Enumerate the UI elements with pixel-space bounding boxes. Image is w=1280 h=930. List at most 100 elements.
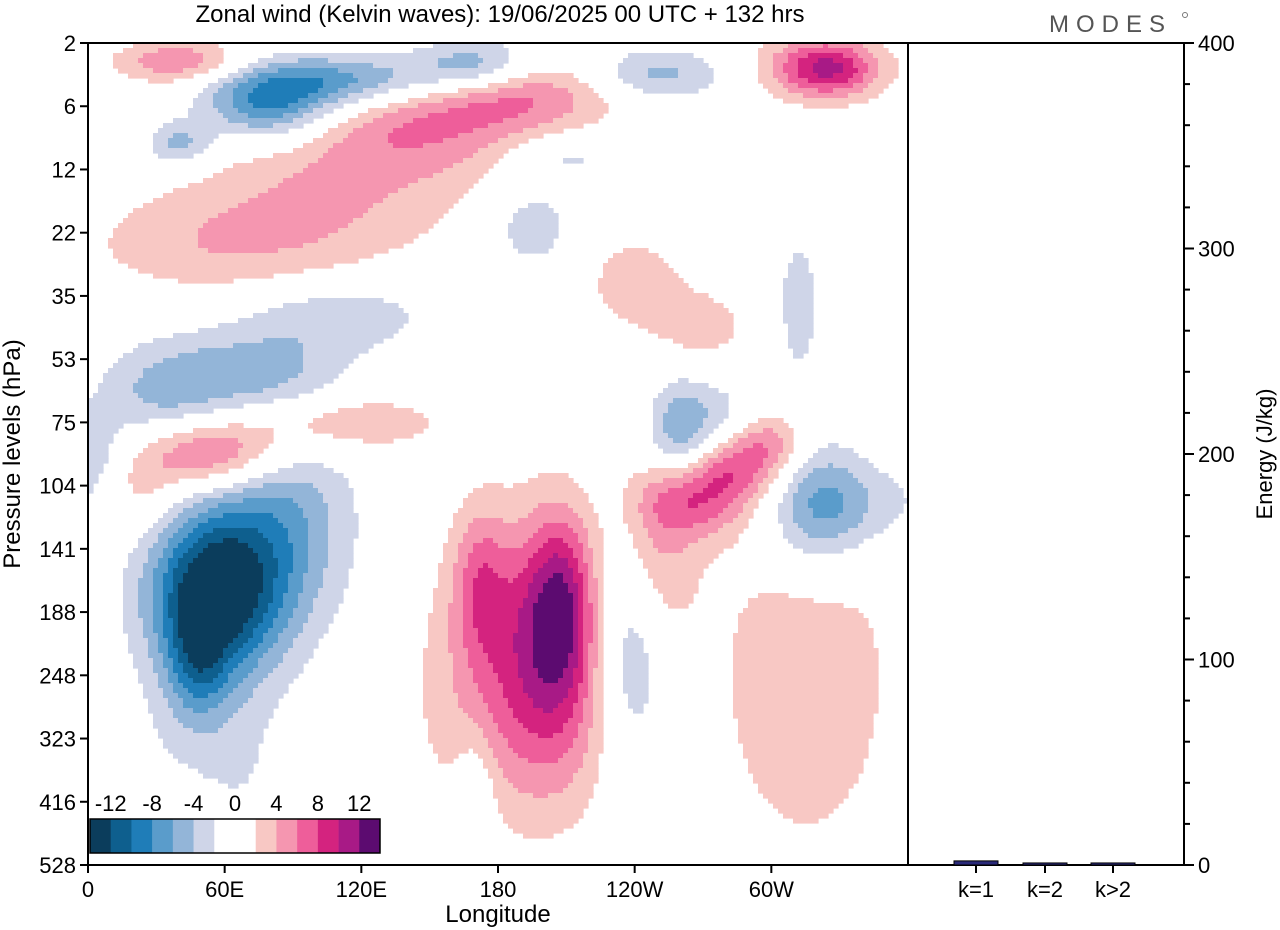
contour-cell [468, 648, 484, 654]
contour-cell [328, 523, 359, 529]
contour-field [88, 43, 908, 839]
contour-cell [503, 733, 539, 739]
contour-cell [138, 268, 304, 274]
contour-cell [778, 433, 794, 439]
contour-cell [528, 478, 574, 484]
contour-cell [308, 538, 329, 544]
contour-cell [588, 658, 599, 664]
contour-cell [488, 773, 504, 779]
contour-cell [583, 623, 594, 629]
contour-cell [473, 583, 529, 589]
contour-cell [143, 448, 174, 454]
contour-cell [173, 568, 189, 574]
contour-cell [258, 58, 299, 64]
contour-cell [88, 473, 99, 479]
contour-cell [163, 738, 264, 744]
contour-cell [778, 78, 789, 84]
contour-cell [573, 678, 584, 684]
contour-cell [518, 208, 554, 214]
contour-cell [283, 303, 399, 309]
contour-cell [693, 433, 709, 439]
energy-tick-label: 100 [1198, 648, 1235, 673]
contour-cell [758, 418, 784, 424]
contour-cell [733, 443, 754, 449]
contour-cell [168, 508, 184, 514]
contour-cell [278, 638, 294, 644]
contour-cell [628, 628, 634, 634]
contour-cell [723, 523, 749, 529]
contour-cell [203, 178, 284, 184]
contour-cell [388, 133, 459, 139]
contour-cell [773, 428, 794, 434]
contour-cell [438, 578, 454, 584]
contour-cell [173, 448, 239, 454]
contour-cell [278, 568, 294, 574]
contour-cell [168, 543, 179, 549]
contour-cell [463, 618, 474, 624]
contour-cell [153, 578, 164, 584]
contour-cell [278, 663, 304, 669]
contour-cell [303, 573, 324, 579]
contour-cell [508, 228, 559, 234]
contour-cell [338, 408, 414, 414]
contour-cell [543, 678, 559, 684]
contour-cell [598, 588, 604, 594]
contour-cell [563, 668, 574, 674]
contour-cell [133, 458, 164, 464]
contour-cell [548, 793, 594, 799]
contour-cell [193, 558, 259, 564]
contour-cell [208, 518, 279, 524]
contour-cell [178, 618, 249, 624]
contour-cell [193, 103, 214, 109]
contour-cell [503, 518, 519, 524]
contour-cell [208, 218, 354, 224]
contour-cell [873, 53, 894, 59]
contour-cell [288, 578, 304, 584]
contour-cell [563, 538, 579, 544]
contour-cell [658, 443, 699, 449]
contour-cell [88, 403, 159, 409]
contour-cell [283, 658, 309, 664]
contour-cell [453, 663, 469, 669]
contour-cell [588, 683, 594, 689]
contour-cell [498, 808, 584, 814]
contour-cell [473, 548, 539, 554]
contour-cell [353, 128, 394, 134]
contour-cell [533, 533, 579, 539]
contour-cell [173, 713, 234, 719]
contour-cell [183, 703, 219, 709]
contour-cell [203, 58, 224, 64]
contour-cell [443, 138, 499, 144]
contour-cell [238, 448, 264, 454]
contour-cell [223, 698, 249, 704]
contour-cell [618, 313, 734, 319]
contour-cell [573, 603, 579, 609]
contour-cell [243, 73, 259, 79]
contour-cell [783, 278, 814, 284]
contour-cell [573, 668, 584, 674]
contour-cell [198, 63, 219, 69]
contour-cell [518, 113, 564, 119]
contour-cell [613, 253, 659, 259]
contour-cell [258, 603, 269, 609]
contour-cell [258, 658, 284, 664]
contour-cell [583, 523, 599, 529]
contour-cell [298, 58, 329, 64]
contour-cell [843, 508, 869, 514]
contour-cell [808, 533, 839, 539]
contour-cell [123, 573, 144, 579]
contour-cell [708, 533, 739, 539]
contour-cell [153, 623, 164, 629]
contour-cell [468, 493, 589, 499]
contour-cell [658, 493, 694, 499]
contour-cell [288, 623, 304, 629]
contour-cell [438, 573, 454, 579]
contour-cell [818, 88, 834, 94]
contour-cell [518, 673, 539, 679]
contour-cell [778, 503, 794, 509]
contour-cell [183, 538, 199, 544]
contour-cell [573, 548, 584, 554]
contour-cell [658, 498, 689, 504]
contour-cell [538, 668, 564, 674]
contour-cell [423, 678, 454, 684]
